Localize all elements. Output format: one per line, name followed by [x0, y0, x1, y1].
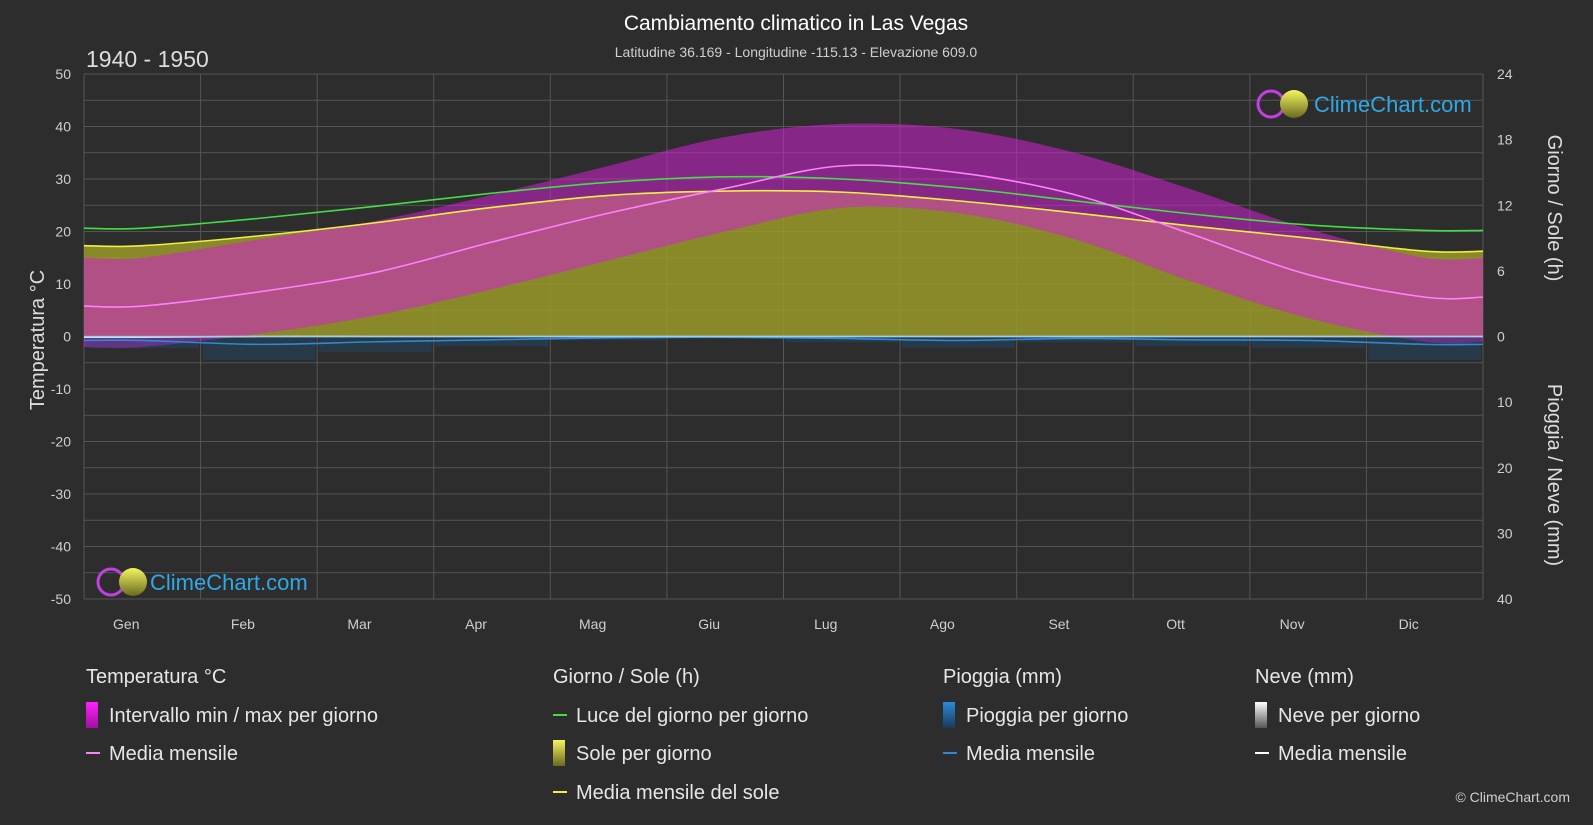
legend-item-temp-range: Intervallo min / max per giorno — [109, 705, 378, 727]
rain-bar — [202, 336, 316, 361]
x-tick-label: Mar — [347, 616, 371, 632]
legend-swatch-sunshine — [553, 740, 565, 766]
legend-swatch-rain — [943, 702, 955, 728]
y-left-tick-label: 0 — [63, 329, 71, 345]
daylight-line — [84, 175, 1483, 232]
x-tick-label: Mag — [579, 616, 606, 632]
y-right-bottom-tick-label: 40 — [1497, 591, 1513, 607]
copyright: © ClimeChart.com — [1455, 789, 1570, 805]
y-right-top-tick-label: 24 — [1497, 66, 1513, 82]
y-right-bottom-tick-label: 20 — [1497, 460, 1513, 476]
legend-item-rain-mean: Media mensile — [966, 743, 1095, 765]
rain-bar — [902, 336, 1015, 349]
brand-text-bottom: ClimeChart.com — [150, 570, 308, 595]
y-left-axis-title: Temperatura °C — [27, 270, 49, 410]
rain-bar — [1251, 336, 1365, 349]
data-lines — [84, 164, 1483, 346]
y-left-tick-label: -40 — [51, 539, 71, 555]
y-left-tick-label: -10 — [51, 381, 71, 397]
y-right-top-axis-title: Giorno / Sole (h) — [1543, 135, 1565, 282]
y-right-top-tick-label: 0 — [1497, 329, 1505, 345]
x-tick-label: Feb — [231, 616, 255, 632]
rain-bar — [86, 336, 199, 349]
rain-bar — [435, 336, 549, 347]
rain-bar — [319, 336, 432, 353]
y-left-tick-label: -50 — [51, 591, 71, 607]
brand-text-top: ClimeChart.com — [1314, 92, 1472, 117]
x-tick-label: Gen — [113, 616, 139, 632]
legend-item-daylight: Luce del giorno per giorno — [576, 705, 808, 727]
legend-title-temperature: Temperatura °C — [86, 666, 226, 688]
legend-title-rain: Pioggia (mm) — [943, 666, 1062, 688]
legend-item-sunshine: Sole per giorno — [576, 743, 712, 765]
x-tick-label: Nov — [1280, 616, 1305, 632]
x-tick-label: Dic — [1399, 616, 1419, 632]
x-tick-label: Apr — [465, 616, 487, 632]
rain-mean-line — [84, 336, 1483, 346]
y-right-bottom-tick-label: 10 — [1497, 394, 1513, 410]
axis-ticks: 50 40 30 20 10 0 -10 -20 -30 -40 -50 24 18 12 6 0 10 20 30… — [51, 66, 1513, 632]
legend-title-daylight: Giorno / Sole (h) — [553, 666, 700, 688]
y-left-tick-label: -20 — [51, 434, 71, 450]
y-left-tick-label: 30 — [55, 171, 71, 187]
legend-title-snow: Neve (mm) — [1255, 666, 1354, 688]
legend-item-rain: Pioggia per giorno — [966, 705, 1128, 727]
chart-title: Cambiamento climatico in Las Vegas — [624, 12, 968, 35]
y-left-tick-label: -30 — [51, 486, 71, 502]
x-tick-label: Ott — [1166, 616, 1185, 632]
sunshine-mean-line — [84, 189, 1483, 253]
y-right-bottom-axis-title: Pioggia / Neve (mm) — [1543, 384, 1565, 566]
period-label: 1940 - 1950 — [86, 46, 209, 72]
legend-item-snow: Neve per giorno — [1278, 705, 1420, 727]
brand-logo-bottom: ClimeChart.com — [96, 567, 308, 597]
y-right-top-tick-label: 18 — [1497, 132, 1513, 148]
brand-logo-top: ClimeChart.com — [1256, 89, 1472, 119]
x-tick-label: Giu — [698, 616, 720, 632]
y-right-top-tick-label: 6 — [1497, 263, 1505, 279]
legend-item-temp-mean: Media mensile — [109, 743, 238, 765]
chart-subtitle: Latitudine 36.169 - Longitudine -115.13 … — [615, 44, 978, 60]
y-right-bottom-tick-label: 30 — [1497, 525, 1513, 541]
data-areas — [84, 123, 1483, 361]
temperature-range-band — [84, 123, 1483, 348]
y-left-tick-label: 50 — [55, 66, 71, 82]
x-tick-label: Lug — [814, 616, 837, 632]
x-tick-label: Set — [1048, 616, 1069, 632]
y-left-tick-label: 10 — [55, 276, 71, 292]
legend: Temperatura °C Intervallo min / max per … — [86, 666, 1420, 804]
rain-bar — [1018, 336, 1132, 343]
legend-swatch-temp-range — [86, 702, 98, 728]
rain-bar — [785, 336, 899, 343]
y-left-tick-label: 20 — [55, 224, 71, 240]
legend-item-snow-mean: Media mensile — [1278, 743, 1407, 765]
legend-item-sunshine-mean: Media mensile del sole — [576, 782, 779, 804]
logo-sun-icon — [1280, 90, 1308, 118]
temperature-mean-line — [84, 164, 1483, 308]
legend-swatch-snow — [1255, 702, 1267, 728]
rain-bar — [1135, 336, 1248, 347]
logo-sun-icon — [119, 568, 147, 596]
x-tick-label: Ago — [930, 616, 955, 632]
rain-bar — [1368, 336, 1481, 361]
y-left-tick-label: 40 — [55, 119, 71, 135]
y-right-top-tick-label: 12 — [1497, 197, 1513, 213]
